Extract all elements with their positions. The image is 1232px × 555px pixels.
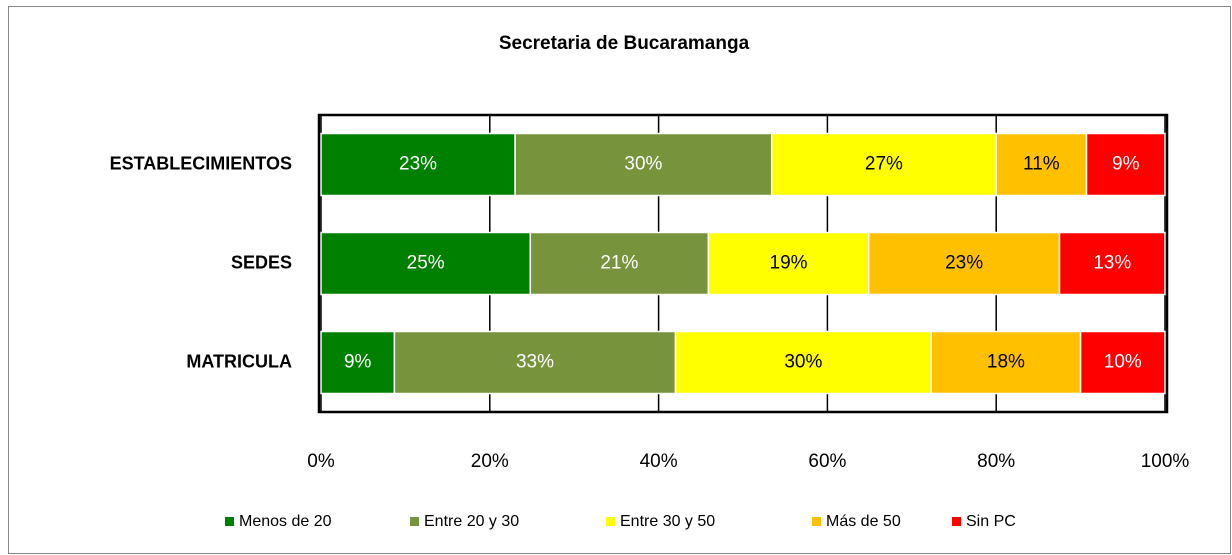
data-label: 30% — [784, 352, 822, 373]
data-label: 9% — [344, 352, 372, 373]
bar-segment — [1058, 231, 1166, 296]
data-label: 23% — [945, 253, 983, 274]
bar-segment — [868, 231, 1061, 296]
y-tick-label: MATRICULA — [186, 351, 292, 371]
y-tick-label: SEDES — [231, 252, 292, 272]
data-label: 33% — [516, 352, 554, 373]
data-label: 10% — [1104, 352, 1142, 373]
bar-segment — [320, 330, 396, 395]
legend-swatch — [952, 517, 961, 526]
bar-segment — [707, 231, 870, 296]
y-tick-label: ESTABLECIMIENTOS — [110, 153, 292, 173]
legend-label: Entre 20 y 30 — [424, 513, 519, 530]
x-tick-label: 40% — [640, 451, 678, 472]
data-label: 18% — [987, 352, 1025, 373]
data-label: 30% — [624, 154, 662, 175]
legend-label: Entre 30 y 50 — [620, 513, 715, 530]
data-label: 11% — [1023, 154, 1060, 175]
legend-swatch — [606, 517, 615, 526]
legend-label: Menos de 20 — [239, 513, 332, 530]
data-label: 27% — [865, 154, 903, 175]
data-label: 13% — [1093, 253, 1131, 274]
data-label: 23% — [399, 154, 437, 175]
plot-frame — [317, 113, 1169, 414]
bar-segment — [393, 330, 677, 395]
x-tick-label: 0% — [307, 451, 335, 472]
x-tick-label: 20% — [471, 451, 509, 472]
legend-swatch — [410, 517, 419, 526]
x-tick-label: 100% — [1141, 451, 1190, 472]
bar-segment — [320, 231, 532, 296]
data-label: 21% — [600, 253, 638, 274]
legend-swatch — [812, 517, 821, 526]
bar-segment — [995, 132, 1088, 197]
x-tick-label: 60% — [808, 451, 846, 472]
data-label: 9% — [1112, 154, 1140, 175]
data-label: 19% — [770, 253, 808, 274]
legend-label: Más de 50 — [826, 513, 901, 530]
chart-title: Secretaria de Bucaramanga — [499, 33, 750, 54]
bar-segment — [1079, 330, 1166, 395]
data-label: 25% — [407, 253, 445, 274]
bar-segment — [1085, 132, 1166, 197]
bar-segment — [674, 330, 932, 395]
bar-segment — [770, 132, 997, 197]
legend-label: Sin PC — [966, 513, 1016, 530]
legend-swatch — [225, 517, 234, 526]
x-tick-label: 80% — [977, 451, 1015, 472]
bar-segment — [529, 231, 710, 296]
